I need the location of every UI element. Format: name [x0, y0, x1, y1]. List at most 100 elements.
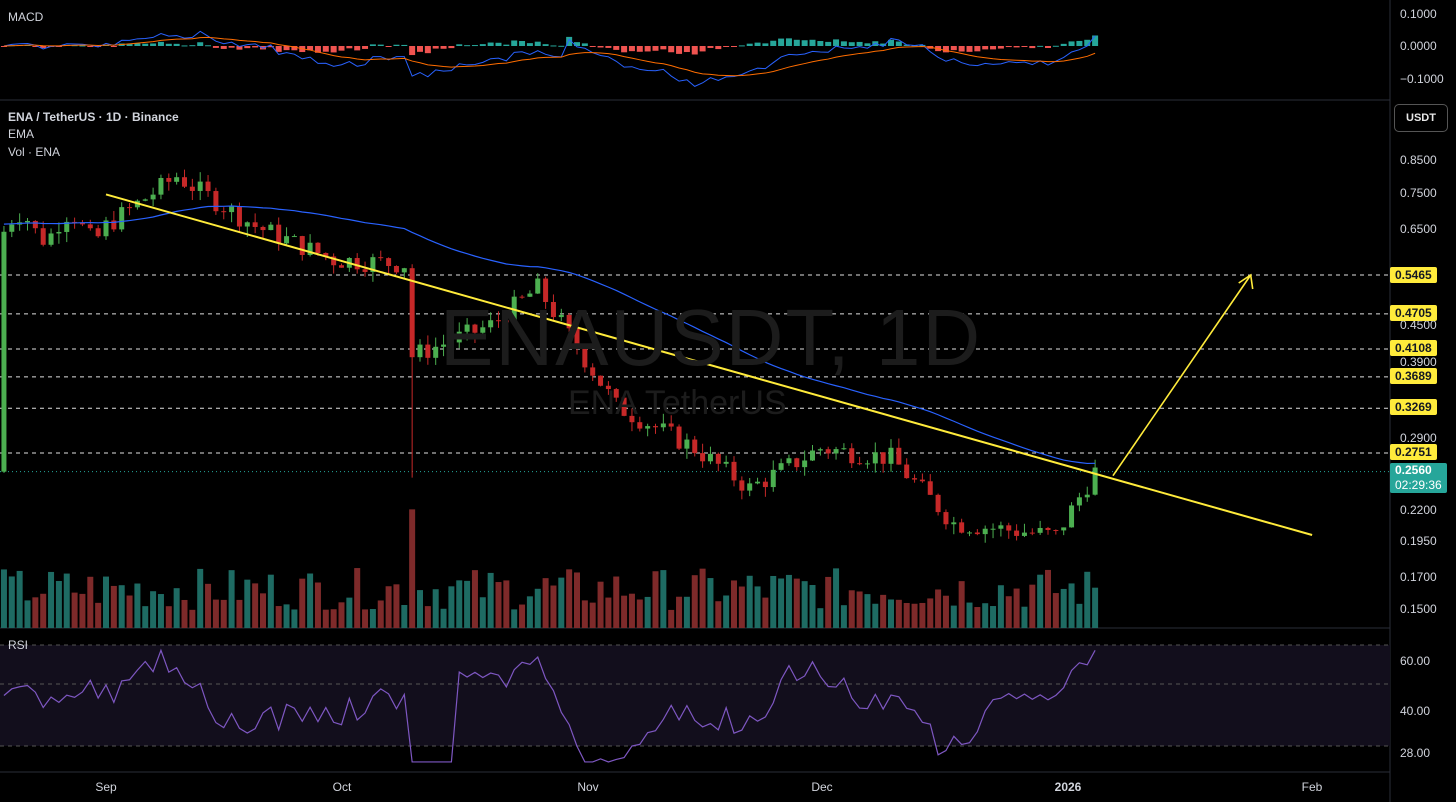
level-tag[interactable]: 0.3689	[1390, 368, 1437, 384]
name-watermark: ENA TetherUS	[568, 384, 787, 422]
volume-bar	[628, 593, 635, 628]
volume-bar	[197, 568, 204, 628]
candle-body	[393, 266, 399, 273]
volume-bar	[471, 570, 478, 628]
macd-histogram-bar	[181, 45, 188, 47]
currency-button[interactable]: USDT	[1394, 104, 1448, 132]
candle-body	[998, 525, 1004, 529]
level-tag[interactable]: 0.4108	[1390, 340, 1437, 356]
last-price-tag[interactable]: 0.2560 02:29:36	[1390, 463, 1447, 493]
macd-histogram-bar	[307, 46, 314, 51]
candle-body	[535, 278, 541, 294]
macd-histogram-bar	[448, 46, 455, 49]
level-tag[interactable]: 0.3269	[1390, 399, 1437, 415]
x-axis-label: Nov	[577, 780, 599, 794]
macd-histogram-bar	[157, 41, 164, 46]
candle-body	[590, 367, 596, 376]
macd-histogram-bar	[314, 46, 321, 53]
candle-body	[87, 224, 93, 229]
candle-body	[174, 177, 180, 182]
candle-body	[770, 469, 776, 488]
candle-body	[307, 242, 313, 255]
level-tag[interactable]: 0.2751	[1390, 444, 1437, 460]
projection-arrow-head	[1238, 273, 1254, 290]
volume-bar	[1068, 583, 1075, 628]
macd-histogram-bar	[1037, 45, 1044, 47]
price-axis-label: 0.2200	[1400, 503, 1437, 517]
macd-histogram-bar	[762, 43, 769, 46]
macd-histogram-bar	[707, 46, 714, 48]
macd-legend[interactable]: MACD	[8, 10, 44, 24]
candle-body	[40, 228, 46, 245]
rsi-legend[interactable]: RSI	[8, 638, 29, 652]
volume-bar	[864, 594, 871, 628]
candle-body	[927, 481, 933, 495]
macd-histogram-bar	[150, 43, 157, 46]
candle-body	[472, 324, 478, 333]
macd-histogram-bar	[432, 46, 439, 49]
candle-body	[1084, 494, 1090, 498]
macd-histogram-bar	[895, 41, 902, 46]
candle-body	[747, 483, 753, 491]
volume-legend[interactable]: Vol · ENA	[8, 145, 61, 159]
candle-body	[684, 439, 690, 449]
macd-histogram-bar	[770, 40, 777, 46]
macd-histogram-bar	[621, 46, 628, 53]
macd-histogram-bar	[903, 44, 910, 46]
volume-bar	[519, 604, 526, 628]
macd-histogram-bar	[848, 42, 855, 46]
level-tag[interactable]: 0.5465	[1390, 267, 1437, 283]
macd-histogram-bar	[990, 46, 997, 50]
ema-line	[3, 205, 1096, 465]
candle-body	[103, 220, 109, 237]
candle-body	[291, 236, 297, 238]
volume-bar	[432, 589, 439, 628]
price-axis-label: 0.8500	[1400, 153, 1437, 167]
macd-histogram-bar	[589, 46, 596, 47]
candle-body	[715, 453, 721, 464]
candle-body	[739, 480, 745, 491]
volume-bar	[1060, 588, 1067, 628]
candle-body	[574, 328, 580, 349]
candle-body	[762, 481, 768, 488]
candle-body	[268, 224, 274, 231]
macd-histogram-bar	[126, 43, 133, 46]
candle-body	[205, 181, 211, 192]
candle-body	[378, 257, 384, 259]
candle-body	[119, 207, 125, 230]
candle-body	[566, 314, 572, 329]
rsi-band	[0, 645, 1390, 746]
volume-bar	[252, 583, 259, 628]
candle-body	[464, 324, 470, 332]
candle-body	[1029, 532, 1035, 534]
macd-histogram-bar	[236, 46, 243, 50]
candle-body	[480, 327, 486, 333]
macd-histogram-bar	[817, 41, 824, 46]
macd-histogram-bar	[966, 46, 973, 52]
candle-body	[817, 449, 823, 451]
macd-histogram-bar	[1084, 39, 1091, 46]
volume-bar	[236, 599, 243, 628]
macd-histogram-bar	[636, 46, 643, 52]
macd-histogram-bar	[1029, 46, 1036, 49]
level-tag[interactable]: 0.4705	[1390, 305, 1437, 321]
volume-bar	[464, 580, 471, 628]
candle-body	[676, 426, 682, 449]
volume-bar	[322, 609, 329, 628]
macd-histogram-bar	[958, 46, 965, 52]
volume-bar	[660, 570, 667, 628]
macd-histogram-bar	[942, 46, 949, 53]
ema-legend[interactable]: EMA	[8, 127, 35, 141]
volume-bar	[118, 585, 125, 628]
symbol-title[interactable]: ENA / TetherUS · 1D · Binance	[8, 110, 179, 124]
symbol-watermark: ENAUSDT, 1D	[440, 293, 983, 382]
volume-bar	[291, 609, 298, 628]
macd-histogram-bar	[0, 46, 7, 47]
candle-body	[362, 269, 368, 272]
candle-body	[668, 423, 674, 427]
candle-body	[841, 448, 847, 450]
candle-body	[32, 220, 38, 229]
volume-bar	[668, 609, 675, 628]
macd-histogram-bar	[793, 39, 800, 46]
